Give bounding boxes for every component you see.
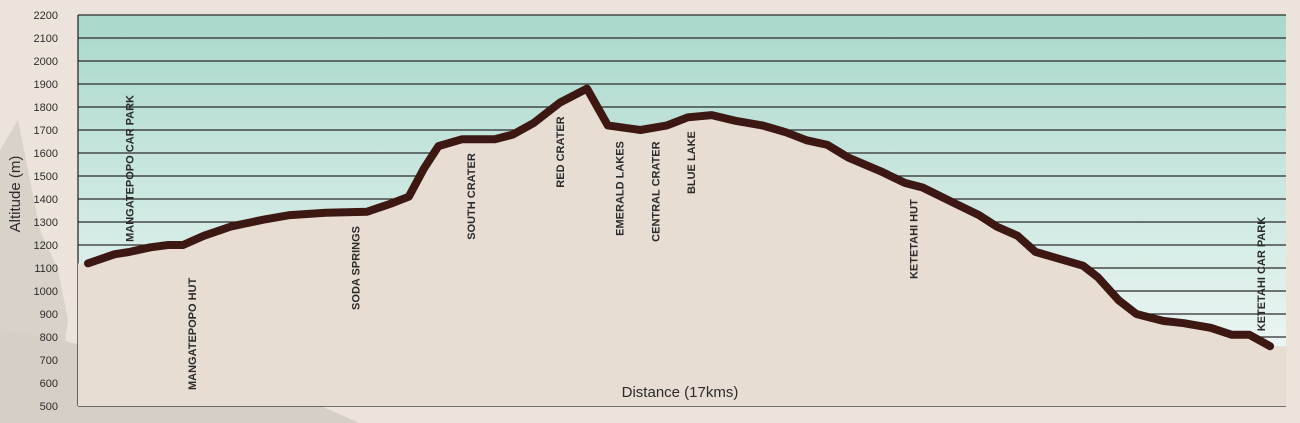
place-label: RED CRATER [555,116,567,187]
place-annotations: MANGATEPOPO CAR PARK MANGATEPOPO HUT SODA … [125,95,1269,390]
y-tick-label: 1800 [34,102,58,114]
y-tick-label: 1200 [34,240,58,252]
place-label: MANGATEPOPO HUT [187,277,199,390]
place-label: KETETAHI CAR PARK [1256,217,1268,332]
y-tick-label: 1100 [34,263,58,275]
place-label: MANGATEPOPO CAR PARK [125,95,137,242]
place-label: SOUTH CRATER [466,153,478,240]
place-label: BLUE LAKE [686,131,698,194]
y-tick-label: 1500 [34,171,58,183]
y-tick-label: 700 [40,355,58,367]
y-tick-label: 900 [40,309,58,321]
y-tick-label: 1700 [34,125,58,137]
y-tick-label: 1000 [34,286,58,298]
place-label: CENTRAL CRATER [650,141,662,241]
x-axis-label: Distance (17kms) [622,384,739,401]
place-label: EMERALD LAKES [615,141,627,236]
y-tick-label: 1300 [34,217,58,229]
y-tick-label: 1900 [34,79,58,91]
y-tick-label: 2000 [34,56,58,68]
y-tick-label: 800 [40,332,58,344]
terrain-fill [78,88,1286,406]
y-tick-label: 2200 [34,10,58,22]
y-tick-label: 1600 [34,148,58,160]
y-axis-ticks: 500 600 700 800 900 1000 1100 1200 1300 1400 1500 1… [34,10,58,413]
place-label: SODA SPRINGS [350,226,362,310]
y-tick-label: 500 [40,401,58,413]
y-tick-label: 2100 [34,33,58,45]
y-tick-label: 1400 [34,194,58,206]
y-tick-label: 600 [40,378,58,390]
altitude-profile-line [84,84,1275,351]
place-label: KETETAHI HUT [909,199,921,279]
y-axis-label: Altitude (m) [7,156,24,233]
